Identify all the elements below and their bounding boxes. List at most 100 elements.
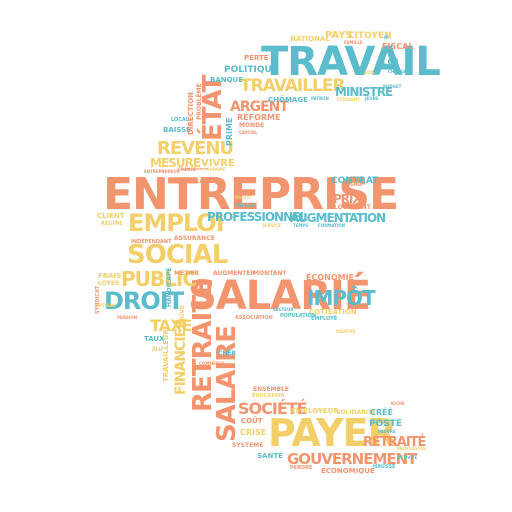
word-politique: POLITIQUE <box>224 65 278 75</box>
word-sante: SANTÉ <box>257 452 283 460</box>
word-impot: IMPÔT <box>307 286 376 310</box>
word-licenciement: LICENCIEMENT <box>183 167 208 171</box>
word-employe: EMPLOYÉ <box>311 316 338 322</box>
word-travailler: TRAVAILLER <box>240 76 346 96</box>
word-retraite-2: RETRAITÉ <box>363 435 426 450</box>
word-travailleur: TRAVAILLEUR <box>162 329 170 382</box>
word-handicape: HANDICAPÉ <box>166 267 173 307</box>
word-pays: PAYS <box>325 30 353 41</box>
word-ir: IR <box>384 35 389 40</box>
word-elu: ÉLU <box>152 347 163 353</box>
word-ensemble: ENSEMBLE <box>253 386 290 393</box>
word-pauvre: PAUVRE <box>378 429 396 434</box>
word-travail: TRAVAIL <box>261 39 441 85</box>
word-entreprise: ENTREPRISE <box>103 169 399 220</box>
word-jeune: JEUNE <box>365 96 379 101</box>
word-economie: ÉCONOMIE <box>306 273 355 282</box>
word-europe: EUROPE <box>207 167 226 172</box>
word-depense: DÉPENSE <box>342 182 363 187</box>
word-formation: FORMATION <box>318 223 345 228</box>
word-service: SERVICE <box>262 223 281 228</box>
word-etudiant: ÉTUDIANT <box>337 97 360 102</box>
word-secteur: SECTEUR <box>273 307 294 312</box>
word-taxe: TAXE <box>150 316 192 335</box>
word-profession: PROFESSION <box>397 446 426 451</box>
word-prime: PRIME <box>225 117 234 146</box>
word-systeme: SYSTÈME <box>232 442 264 449</box>
word-droit: DROIT <box>104 287 184 315</box>
word-capital: CAPITAL <box>239 130 258 135</box>
word-fiscal: FISCAL <box>382 42 414 51</box>
word-loyer: LOYER <box>98 280 120 287</box>
word-reforme: RÉFORME <box>237 113 281 122</box>
word-entrepreneur: ENTREPRENEUR <box>144 169 180 174</box>
word-social: SOCIAL <box>127 240 228 270</box>
word-probleme: PROBLÈME <box>196 83 203 120</box>
word-monde: MONDE <box>239 122 265 129</box>
word-association: ASSOCIATION <box>235 315 273 321</box>
word-syndicat: SYNDICAT <box>95 286 101 314</box>
word-ministre: MINISTRE <box>335 85 393 99</box>
word-vivre: VIVRE <box>201 158 235 169</box>
word-employeur: EMPLOYEUR <box>291 407 339 415</box>
word-professionnel: PROFESSIONNEL <box>207 210 307 224</box>
word-france: FRANCE <box>178 167 196 172</box>
word-famille: FAMILLE <box>344 40 363 45</box>
word-frais: FRAIS <box>98 272 122 280</box>
word-charge: CHARGE <box>388 69 407 74</box>
word-assurance: ASSURANCE <box>174 235 215 242</box>
word-salaire: SALAIRE <box>212 326 242 442</box>
word-cotisation: COTISATION <box>309 308 357 316</box>
word-salarie: SALARIÉ <box>188 273 371 319</box>
word-crise: CRISE <box>240 428 267 437</box>
word-valeur: VALEUR <box>236 203 254 208</box>
word-budget: BUDGET <box>383 84 402 89</box>
word-temps: TEMPS <box>293 223 309 228</box>
word-commerce: COMMERCE <box>199 361 225 366</box>
word-client: CLIENT <box>97 212 125 220</box>
word-education: ÉDUCATION <box>252 393 285 399</box>
word-population: POPULATION <box>280 313 317 319</box>
word-prix: PRIX <box>333 192 362 206</box>
word-metier: MÉTIER <box>174 270 200 277</box>
word-citoyen: CITOYEN <box>348 31 392 41</box>
word-perdre: PERDRE <box>290 465 313 471</box>
word-banque: BANQUE <box>210 76 244 84</box>
word-argent: ARGENT <box>230 99 289 115</box>
word-national: NATIONAL <box>290 35 330 43</box>
word-societe: SOCIÉTÉ <box>238 399 308 418</box>
word-independant: INDÉPENDANT <box>131 239 172 245</box>
word-taux: TAUX <box>144 335 165 343</box>
word-perte: PERTE <box>244 54 269 62</box>
word-emploi: EMPLOI <box>128 209 225 237</box>
word-economique: ÉCONOMIQUE <box>321 467 375 475</box>
word-riche: RICHE <box>391 401 405 406</box>
word-artisan: ARTISAN <box>96 303 116 308</box>
word-augmenter: AUGMENTER <box>213 270 256 277</box>
word-etat: ÉTAT <box>198 75 228 141</box>
word-patron: PATRON <box>311 96 329 101</box>
word-aide: AIDE <box>364 70 375 75</box>
word-gouvernement: GOUVERNEMENT <box>287 450 417 468</box>
word-loi: LOI <box>382 58 399 68</box>
word-sociale: SOCIALE <box>183 179 203 184</box>
word-cree: CRÉÉ <box>370 408 393 417</box>
word-marche: MARCHÉ <box>336 329 356 334</box>
word-financier: FINANCIER <box>173 319 189 395</box>
word-logement: LOGEMENT <box>334 204 371 211</box>
word-public: PUBLIC <box>121 267 197 291</box>
word-chomage: CHÔMAGE <box>268 96 308 104</box>
word-solidarite: SOLIDARITÉ <box>336 409 377 416</box>
word-mesure: MESURE <box>150 156 201 170</box>
word-pension: PENSION <box>117 315 138 320</box>
word-hausse: HAUSSE <box>373 464 396 470</box>
word-regime: RÉGIME <box>101 221 123 227</box>
word-revenu: REVENU <box>157 138 234 159</box>
word-local: LOCAL <box>171 117 189 123</box>
word-payer: PAYER <box>268 411 397 455</box>
word-direction: DIRECTION <box>187 92 195 135</box>
word-profit: PROFIT <box>235 195 252 200</box>
word-augmentation: AUGMENTATION <box>290 211 386 225</box>
word-montant: MONTANT <box>253 270 287 277</box>
